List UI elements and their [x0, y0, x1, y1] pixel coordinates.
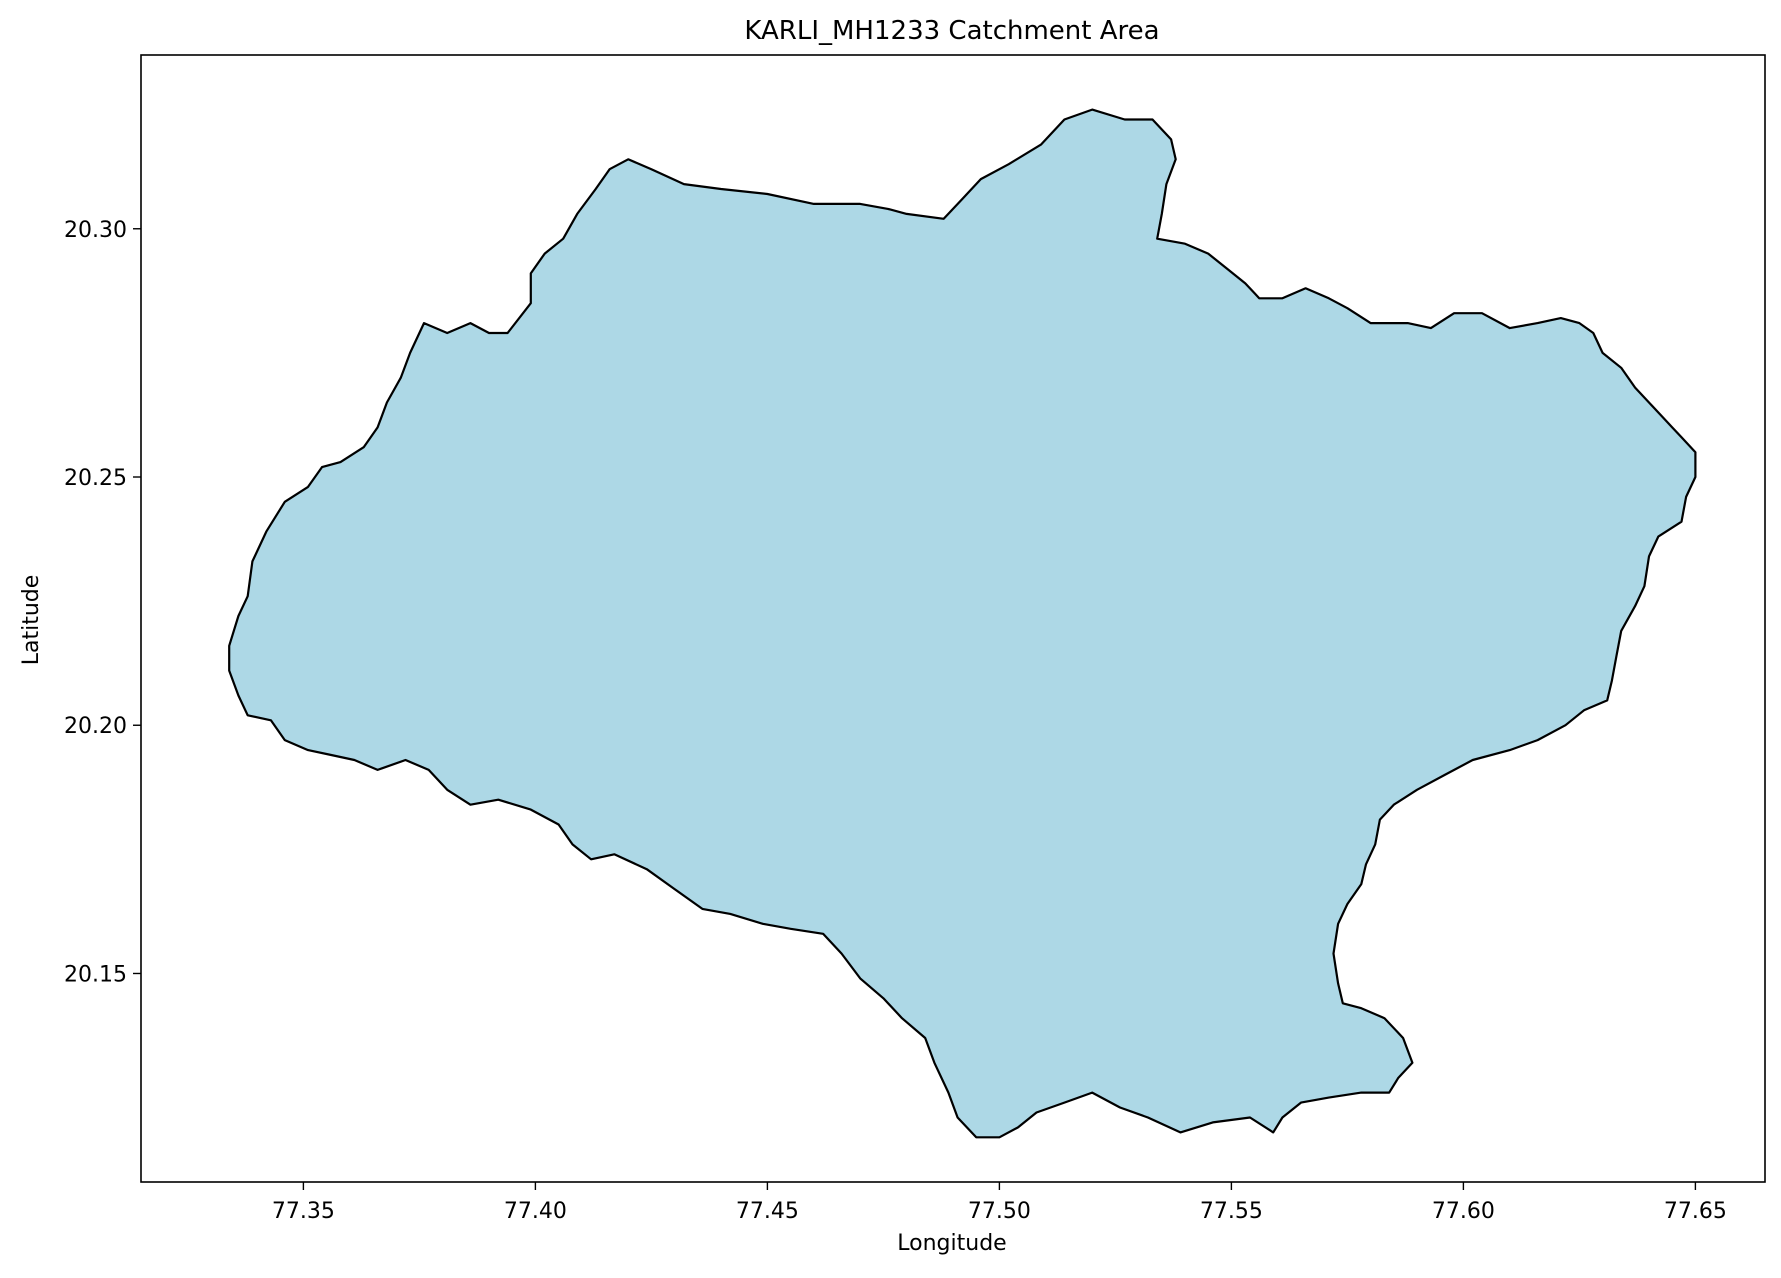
- catchment-polygon: [228, 108, 1697, 1139]
- x-tick-label: 77.40: [504, 1199, 567, 1224]
- map-title: KARLI_MH1233 Catchment Area: [744, 16, 1159, 46]
- y-tick-label: 20.30: [64, 218, 127, 243]
- y-axis-label: Latitude: [19, 575, 44, 666]
- x-tick-label: 77.35: [272, 1199, 335, 1224]
- plot-area: [140, 54, 1766, 1183]
- x-tick-label: 77.45: [736, 1199, 799, 1224]
- y-tick-label: 20.15: [64, 962, 127, 987]
- x-tick-label: 77.60: [1432, 1199, 1495, 1224]
- x-tick-label: 77.65: [1664, 1199, 1727, 1224]
- x-tick-label: 77.50: [968, 1199, 1031, 1224]
- y-tick-label: 20.20: [64, 714, 127, 739]
- x-axis-ticks: 77.35 77.40 77.45 77.50 77.55 77.60 77.65: [272, 1182, 1727, 1224]
- y-axis-ticks: 20.15 20.20 20.25 20.30: [64, 218, 141, 987]
- x-axis-label: Longitude: [897, 1231, 1006, 1256]
- y-tick-label: 20.25: [64, 466, 127, 491]
- x-tick-label: 77.55: [1200, 1199, 1263, 1224]
